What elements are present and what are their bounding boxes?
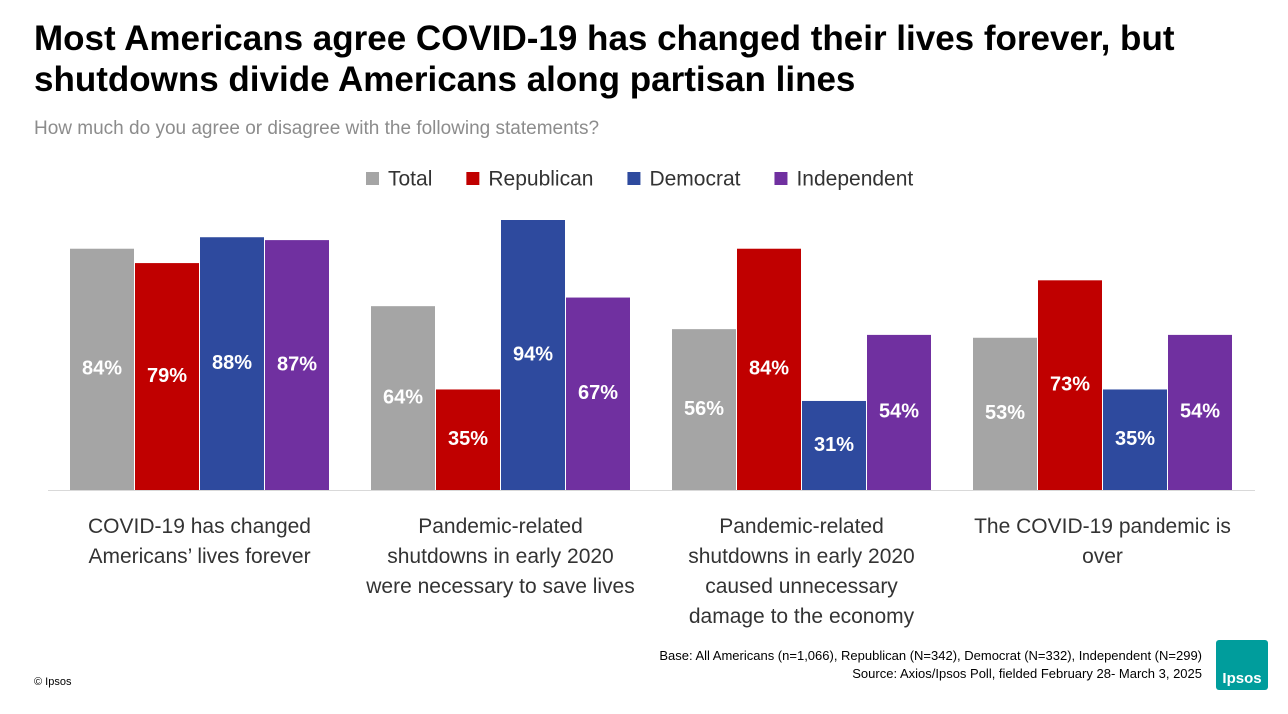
data-label: 73% (1050, 373, 1090, 395)
data-label: 54% (879, 401, 919, 423)
data-label: 84% (82, 358, 122, 380)
legend-swatch (627, 172, 641, 185)
legend-label: Democrat (649, 168, 740, 191)
bar (737, 248, 801, 490)
x-tick-label: The COVID-19 pandemic is over (974, 515, 1231, 568)
bar (501, 220, 565, 490)
bar (566, 297, 630, 490)
legend-label: Independent (796, 168, 913, 191)
data-label: 88% (212, 352, 252, 374)
bar (200, 237, 264, 490)
x-tick-label: Pandemic-related shutdowns in early 2020… (688, 515, 915, 628)
data-label: 54% (1180, 401, 1220, 423)
data-label: 84% (749, 358, 789, 380)
chart-subtitle: How much do you agree or disagree with t… (34, 118, 600, 139)
bar (1168, 334, 1232, 490)
data-label: 87% (277, 353, 317, 375)
bar (867, 334, 931, 490)
chart-title: Most Americans agree COVID-19 has change… (34, 19, 1175, 99)
bar (135, 263, 199, 490)
bar (436, 389, 500, 490)
bar (1103, 389, 1167, 490)
data-label: 35% (1115, 428, 1155, 450)
data-label: 53% (985, 402, 1025, 424)
bar (973, 337, 1037, 490)
source-note: Source: Axios/Ipsos Poll, fielded Februa… (852, 666, 1202, 681)
legend-label: Total (388, 168, 432, 191)
bar (371, 306, 435, 490)
data-label: 79% (147, 365, 187, 387)
data-label: 94% (513, 343, 553, 365)
copyright: © Ipsos (34, 676, 72, 688)
legend-swatch (366, 172, 379, 185)
legend-swatch (466, 172, 480, 185)
bar (1038, 280, 1102, 490)
bar (265, 240, 329, 490)
bar (70, 248, 134, 490)
legend-swatch (774, 172, 788, 185)
data-label: 64% (383, 386, 423, 408)
bar (802, 400, 866, 490)
base-note: Base: All Americans (n=1,066), Republica… (659, 648, 1202, 663)
bar (672, 329, 736, 490)
x-tick-label: Pandemic-related shutdowns in early 2020… (366, 515, 635, 598)
data-label: 67% (578, 382, 618, 404)
data-label: 35% (448, 428, 488, 450)
data-label: 56% (684, 398, 724, 420)
logo: Ipsos (1216, 640, 1268, 690)
legend-label: Republican (488, 168, 593, 191)
x-tick-label: COVID-19 has changed Americans’ lives fo… (88, 515, 311, 568)
data-label: 31% (814, 434, 854, 456)
